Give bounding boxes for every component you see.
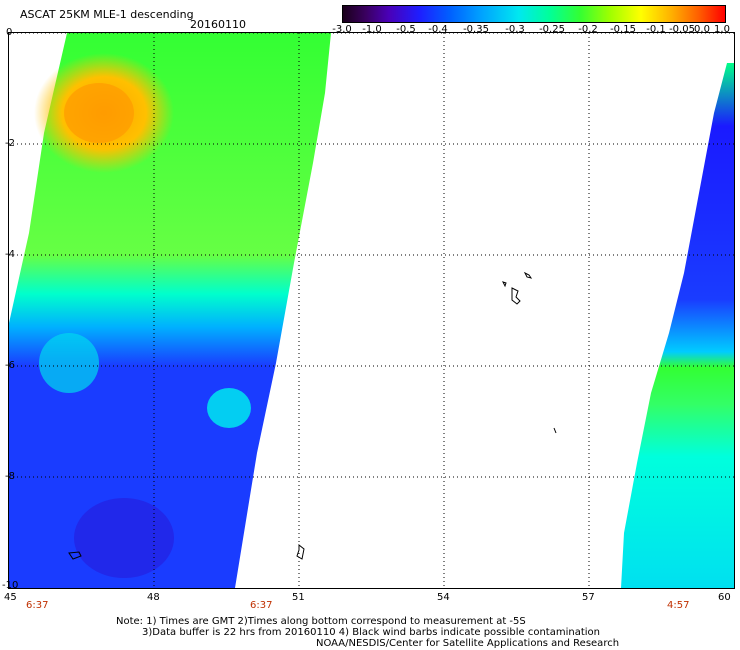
colorbar-label: 1.0 [714, 24, 730, 35]
y-axis-label: -2 [5, 138, 15, 149]
time-label: 6:37 [250, 600, 273, 611]
colorbar-label: -1.0 [362, 24, 382, 35]
y-axis-label: -4 [5, 249, 15, 260]
grid-lines [9, 33, 734, 588]
note-line-3: NOAA/NESDIS/Center for Satellite Applica… [316, 638, 620, 649]
colorbar-label: -0.15 [610, 24, 636, 35]
colorbar-label: -0.3 [505, 24, 525, 35]
x-axis-label: 54 [437, 592, 450, 603]
map-title: ASCAT 25KM MLE-1 descending [20, 8, 194, 21]
y-axis-label: -10 [2, 580, 19, 591]
colorbar-label: -0.25 [539, 24, 565, 35]
map-date: 20160110 [190, 18, 246, 31]
colorbar [342, 5, 726, 23]
map-panel [8, 32, 735, 589]
x-axis-label: 48 [147, 592, 160, 603]
colorbar-label: -0.4 [428, 24, 448, 35]
colorbar-labels: -3.0 -1.0 -0.5 -0.4 -0.35 -0.3 -0.25 -0.… [330, 24, 730, 36]
colorbar-label: -0.5 [396, 24, 416, 35]
colorbar-label: -0.35 [463, 24, 489, 35]
note-line-1: Note: 1) Times are GMT 2)Times along bot… [116, 616, 526, 627]
colorbar-label: -0.2 [578, 24, 598, 35]
y-axis-label: -8 [5, 471, 15, 482]
colorbar-label: -3.0 [332, 24, 352, 35]
x-axis-label: 51 [292, 592, 305, 603]
y-axis-label: -6 [5, 360, 15, 371]
colorbar-label: -0.1 [646, 24, 666, 35]
x-axis-label: 60 [718, 592, 731, 603]
time-label: 6:37 [26, 600, 49, 611]
colorbar-label: -0.05 [669, 24, 695, 35]
island-outlines [68, 271, 557, 560]
x-axis-label: 57 [582, 592, 595, 603]
left-swath [9, 33, 331, 588]
time-label: 4:57 [667, 600, 690, 611]
note-line-2: 3)Data buffer is 22 hrs from 20160110 4)… [142, 627, 600, 638]
colorbar-label: 0.0 [694, 24, 710, 35]
y-axis-label: 0 [6, 27, 13, 38]
right-swath [621, 63, 734, 588]
x-axis-label: 45 [4, 592, 17, 603]
